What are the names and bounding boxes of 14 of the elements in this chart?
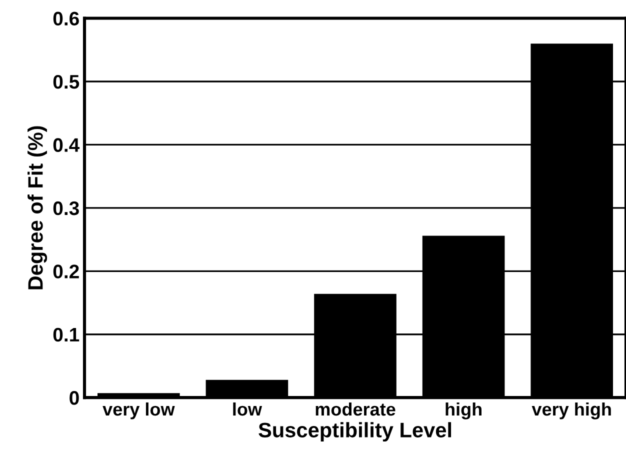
y-tick-label: 0.6: [53, 12, 79, 26]
y-tick-label: 0.1: [53, 328, 80, 342]
y-tick-label: 0.2: [53, 264, 79, 278]
y-tick-label: 0.4: [53, 138, 80, 152]
x-tick-label: very low: [102, 402, 175, 420]
x-tick-label: moderate: [316, 402, 396, 416]
y-tick-label: 0.3: [53, 201, 79, 216]
x-tick-label: very high: [532, 402, 611, 420]
y-tick-label: 0: [70, 391, 79, 405]
x-tick-label: high: [446, 402, 482, 420]
y-tick-label: 0.5: [53, 74, 80, 89]
x-tick-label: low: [233, 402, 262, 416]
x-axis-title: Susceptibility Level: [258, 422, 452, 442]
y-axis-title: Degree of Fit (%): [28, 126, 48, 290]
